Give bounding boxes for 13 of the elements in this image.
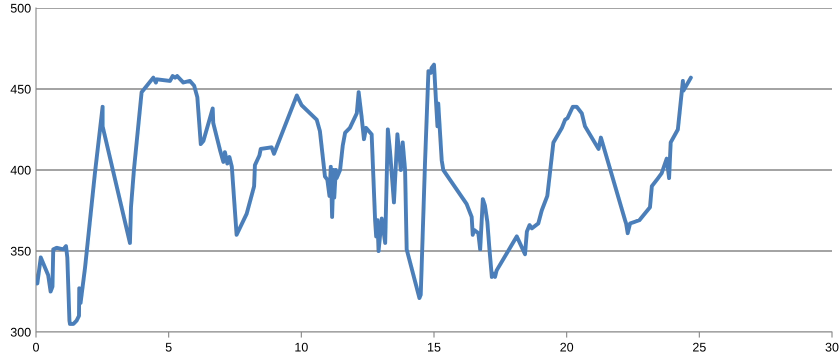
x-tick-label: 15 (428, 342, 440, 352)
y-tick-label: 450 (10, 84, 31, 94)
y-tick-label: 500 (10, 4, 31, 13)
y-tick-label: 300 (10, 328, 31, 337)
y-tick-label: 350 (10, 246, 31, 256)
x-tick-label: 0 (33, 342, 39, 352)
line-series (36, 62, 693, 326)
x-tick-label: 5 (166, 342, 172, 352)
y-tick-label: 400 (10, 166, 31, 175)
x-tick-label: 25 (693, 342, 706, 352)
x-tick-label: 10 (295, 342, 308, 352)
x-tick-label: 20 (560, 342, 574, 352)
x-tick-label: 30 (826, 342, 838, 352)
